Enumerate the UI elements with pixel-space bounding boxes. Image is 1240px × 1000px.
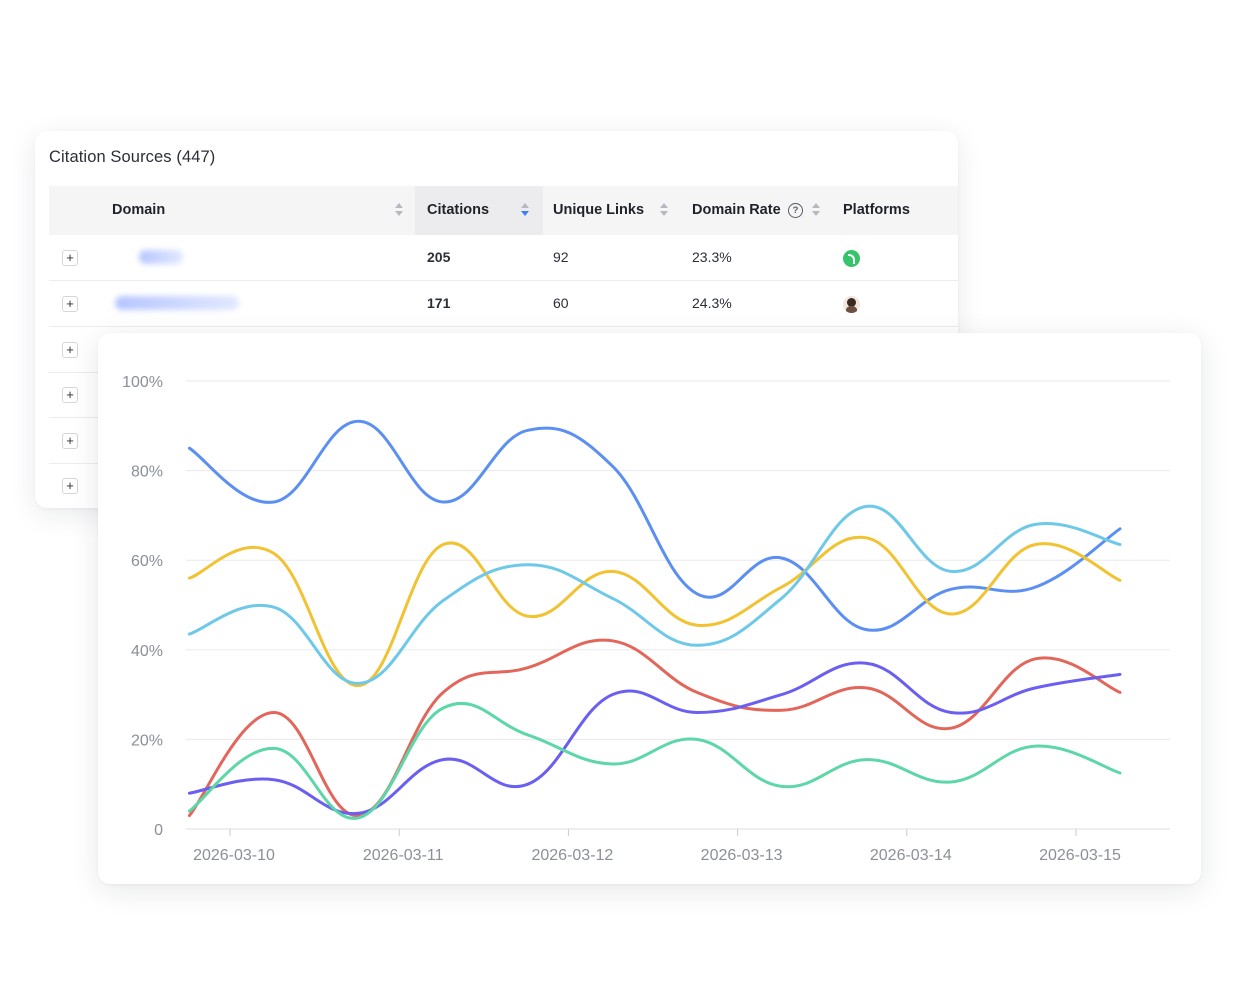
column-domain[interactable]: Domain — [49, 186, 415, 235]
y-tick-label: 40% — [131, 643, 163, 660]
column-label: Domain Rate — [692, 202, 781, 218]
table-header: Domain Citations Unique Links Domain Rat… — [49, 186, 958, 235]
line-chart-card: 0 20% 40% 60% 80% 100% 2026-03-10 2026-03-11 20… — [98, 333, 1201, 884]
expand-row-button[interactable]: + — [62, 478, 78, 494]
table-title: Citation Sources (447) — [49, 148, 216, 166]
domain-rate-cell: 24.3% — [692, 295, 732, 311]
table-row[interactable]: + 205 92 23.3% — [49, 235, 958, 281]
x-tick-label: 2026-03-15 — [1039, 847, 1121, 864]
expand-row-button[interactable]: + — [62, 296, 78, 312]
expand-row-button[interactable]: + — [62, 387, 78, 403]
domain-redacted[interactable] — [115, 296, 239, 310]
y-axis: 0 20% 40% 60% 80% 100% — [122, 374, 163, 839]
expand-row-button[interactable]: + — [62, 250, 78, 266]
unique-links-cell: 92 — [553, 249, 569, 265]
domain-redacted[interactable] — [139, 250, 183, 264]
avatar-platform-icon — [843, 296, 860, 313]
column-citations[interactable]: Citations — [415, 186, 543, 235]
column-unique-links[interactable]: Unique Links — [543, 186, 681, 235]
expand-row-button[interactable]: + — [62, 342, 78, 358]
series-line-6[interactable] — [187, 701, 1122, 820]
y-tick-label: 0 — [154, 822, 163, 839]
y-tick-label: 100% — [122, 374, 163, 391]
sort-desc-icon[interactable] — [521, 203, 529, 217]
green-s-platform-icon — [843, 250, 860, 267]
x-tick-label: 2026-03-12 — [531, 847, 613, 864]
y-tick-label: 20% — [131, 732, 163, 749]
chart-series — [187, 419, 1122, 820]
series-line-4[interactable] — [187, 638, 1122, 818]
column-label: Unique Links — [553, 202, 645, 218]
help-icon[interactable]: ? — [788, 203, 803, 218]
expand-row-button[interactable]: + — [62, 433, 78, 449]
column-label: Domain — [112, 202, 166, 218]
sort-icon[interactable] — [812, 203, 820, 217]
sort-icon[interactable] — [660, 203, 668, 217]
sort-icon[interactable] — [395, 203, 403, 217]
column-label: Citations — [427, 202, 490, 218]
citations-cell: 171 — [427, 295, 451, 311]
table-row[interactable]: + 171 60 24.3% — [49, 281, 958, 327]
series-line-1[interactable] — [187, 419, 1122, 632]
citations-cell: 205 — [427, 249, 451, 265]
y-tick-label: 60% — [131, 553, 163, 570]
table-row[interactable]: + — [49, 463, 958, 508]
column-label: Platforms — [843, 202, 910, 218]
line-chart: 020%40%60%80%100% 2026-03-10 2026-03-11 20… — [122, 374, 1170, 864]
column-platforms: Platforms — [831, 186, 958, 235]
y-tick-label: 80% — [131, 464, 163, 481]
x-tick-label: 2026-03-13 — [701, 847, 783, 864]
x-tick-label: 2026-03-11 — [363, 847, 444, 864]
domain-rate-cell: 23.3% — [692, 249, 732, 265]
series-line-3[interactable] — [187, 504, 1122, 685]
column-domain-rate[interactable]: Domain Rate ? — [681, 186, 831, 235]
unique-links-cell: 60 — [553, 295, 569, 311]
x-tick-label: 2026-03-10 — [193, 847, 275, 864]
chart-gridlines — [186, 380, 1170, 830]
x-tick-label: 2026-03-14 — [870, 847, 952, 864]
x-axis: 2026-03-10 2026-03-11 2026-03-12 2026-03-13… — [193, 829, 1121, 864]
series-line-5[interactable] — [187, 661, 1122, 816]
